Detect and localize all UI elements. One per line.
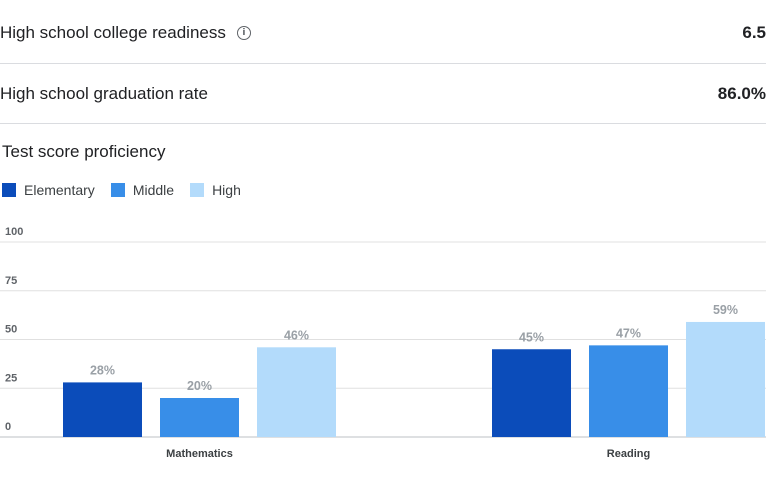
bar-reading-middle — [589, 345, 668, 437]
bar-value-label-reading-middle: 47% — [616, 326, 641, 340]
chart-legend: Elementary Middle High — [2, 182, 257, 198]
college-readiness-value: 6.5 — [742, 22, 766, 42]
legend-label-elementary: Elementary — [24, 182, 95, 198]
bar-value-label-mathematics-middle: 20% — [187, 379, 212, 393]
graduation-rate-row: High school graduation rate 86.0% — [0, 64, 766, 124]
graduation-rate-value: 86.0% — [717, 83, 766, 103]
section-title: Test score proficiency — [2, 142, 166, 161]
legend-item-middle: Middle — [110, 182, 175, 198]
bar-value-label-mathematics-elementary: 28% — [90, 363, 115, 377]
info-icon[interactable]: i — [236, 25, 251, 40]
graduation-rate-label: High school graduation rate — [0, 83, 208, 103]
category-label-mathematics: Mathematics — [166, 448, 233, 460]
bar-reading-high — [686, 321, 765, 437]
category-label-reading: Reading — [607, 448, 650, 460]
bar-value-label-reading-elementary: 45% — [519, 330, 544, 344]
college-readiness-label: High school college readiness — [0, 22, 226, 42]
y-tick-label-25: 25 — [5, 372, 17, 384]
y-tick-label-100: 100 — [5, 226, 23, 238]
y-tick-label-50: 50 — [5, 324, 17, 336]
bar-reading-elementary — [492, 349, 571, 437]
test-score-chart: 0 25 50 75 100 28% 20% 46% Mathematics 45% 47% 59% R… — [0, 226, 766, 460]
legend-swatch-high — [190, 183, 205, 197]
college-readiness-row: High school college readiness i 6.5 — [0, 2, 766, 64]
bar-value-label-mathematics-high: 46% — [284, 328, 309, 342]
bar-mathematics-middle — [160, 398, 239, 437]
legend-label-middle: Middle — [132, 182, 175, 198]
bar-mathematics-elementary — [63, 382, 142, 437]
legend-label-high: High — [212, 182, 241, 198]
legend-swatch-middle — [110, 183, 125, 197]
y-tick-label-0: 0 — [5, 421, 11, 433]
bar-mathematics-high — [257, 347, 336, 437]
bar-value-label-reading-high: 59% — [713, 303, 738, 317]
legend-swatch-elementary — [2, 183, 16, 197]
legend-item-elementary: Elementary — [2, 182, 95, 198]
legend-item-high: High — [190, 182, 241, 198]
y-tick-label-75: 75 — [5, 275, 17, 287]
